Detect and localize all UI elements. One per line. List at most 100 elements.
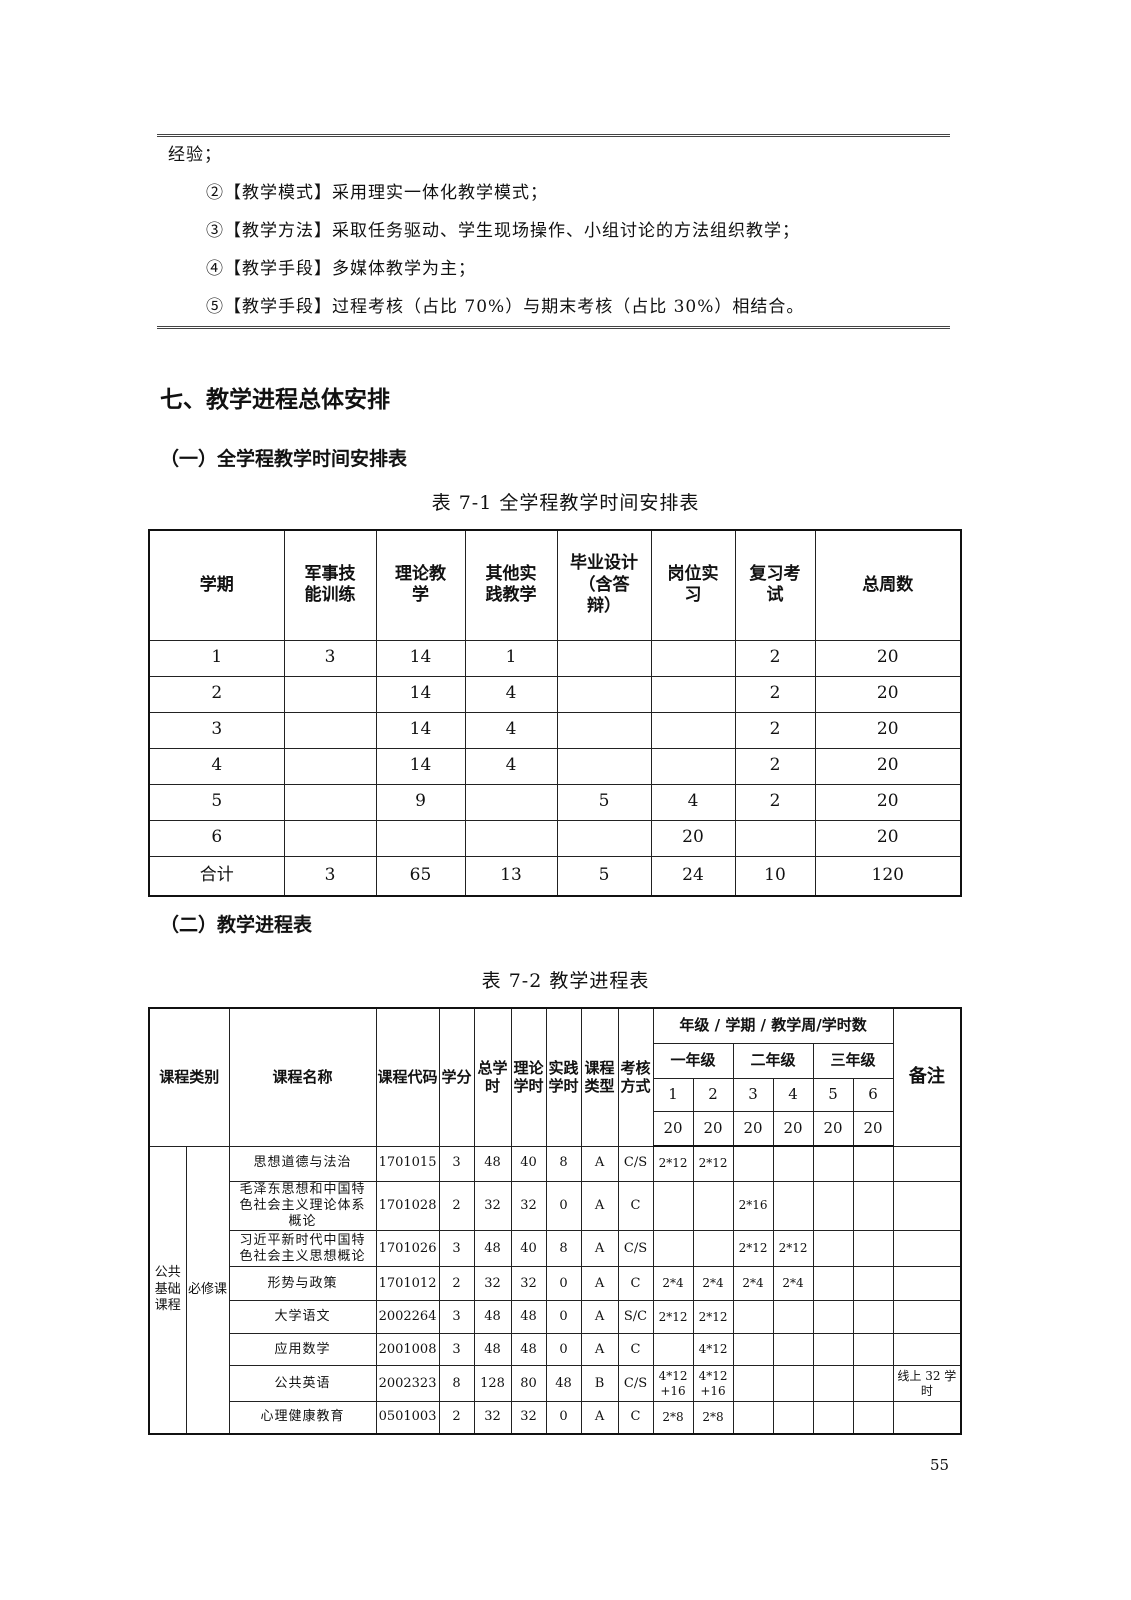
table-cell: C: [617, 1180, 654, 1232]
table-cell: [812, 1266, 854, 1302]
table-cell: 4*12 +16: [652, 1365, 694, 1403]
table-cell: 5: [556, 783, 652, 821]
table-cell: 32: [510, 1401, 547, 1435]
table-cell: [852, 1365, 894, 1403]
header-weeks: 20: [732, 1110, 774, 1147]
table-cell: 13: [464, 855, 558, 897]
table-cell: 2*12: [732, 1230, 774, 1268]
table-row: 习近平新时代中国特色社会主义思想概论 1701026 3 48 40 8 A C/S 2*12 2…: [149, 1230, 962, 1268]
course-name-cell: 应用数学: [228, 1333, 377, 1367]
header-practice-hours: 实践学时: [545, 1007, 582, 1147]
text-line: ④【教学手段】多媒体教学为主；: [206, 259, 476, 279]
table-cell: [772, 1180, 814, 1232]
course-name-cell: 思想道德与法治: [228, 1145, 377, 1182]
column-header: 总周数: [814, 529, 962, 641]
table-cell: [852, 1230, 894, 1268]
table-cell: 0501003: [375, 1401, 440, 1435]
table-row: 毛泽东思想和中国特色社会主义理论体系概论 1701028 2 32 32 0 A C 2*16: [149, 1180, 962, 1232]
column-header: 其他实践教学: [464, 529, 558, 641]
table-cell: [650, 675, 736, 713]
header-term: 4: [772, 1077, 814, 1112]
table-cell: [650, 639, 736, 677]
table-cell: [464, 783, 558, 821]
header-term: 6: [852, 1077, 894, 1112]
header-weeks: 20: [772, 1110, 814, 1147]
table-cell: 65: [375, 855, 466, 897]
course-name-cell: 形势与政策: [228, 1266, 377, 1302]
column-header: 毕业设计（含答辩）: [556, 529, 652, 641]
table-cell: 1: [464, 639, 558, 677]
table-cell: [375, 819, 466, 857]
table-cell: 2: [734, 675, 816, 713]
table-cell: 1701015: [375, 1145, 440, 1182]
table-cell: 48: [545, 1365, 582, 1403]
table-cell: 14: [375, 747, 466, 785]
table-cell: [892, 1145, 962, 1182]
header-term: 1: [652, 1077, 694, 1112]
table-cell: 2*12: [692, 1145, 734, 1182]
table-cell: [892, 1180, 962, 1232]
table-cell: 0: [545, 1180, 582, 1232]
table-cell: 32: [473, 1266, 512, 1302]
table-cell: [892, 1230, 962, 1268]
table-cell: 40: [510, 1145, 547, 1182]
table-cell: [892, 1266, 962, 1302]
table-cell: 48: [473, 1230, 512, 1268]
table-cell: 128: [473, 1365, 512, 1403]
table-cell: C/S: [617, 1365, 654, 1403]
table-cell: 2: [734, 747, 816, 785]
schedule-table: 学期 军事技能训练 理论教学 其他实践教学 毕业设计（含答辩） 岗位实习 复习考试 总周数 1 3…: [148, 529, 962, 897]
table-row: 公共英语 2002323 8 128 80 48 B C/S 4*12 +16 4*12 +16 线…: [149, 1365, 962, 1403]
table-cell: [812, 1365, 854, 1403]
table-cell: [812, 1145, 854, 1182]
table-cell: C: [617, 1401, 654, 1435]
table-cell: 8: [545, 1230, 582, 1268]
table-cell: 10: [734, 855, 816, 897]
table-cell: A: [580, 1230, 619, 1268]
section-title: 七、教学进程总体安排: [160, 387, 390, 413]
table-cell: 48: [473, 1300, 512, 1335]
table-cell: 2*12: [692, 1300, 734, 1335]
table-cell: [692, 1180, 734, 1232]
table-row: 公共基础课程 必修课 思想道德与法治 1701015 3 48 40 8 A C/S 2*12 2*1…: [148, 1145, 962, 1435]
header-weeks: 20: [852, 1110, 894, 1147]
table-cell: 线上 32 学时: [892, 1365, 962, 1403]
subsection-title: （二）教学进程表: [160, 914, 313, 936]
course-name-cell: 大学语文: [228, 1300, 377, 1335]
table-cell: 8: [438, 1365, 475, 1403]
table-cell: 0: [545, 1401, 582, 1435]
table-cell: 2: [734, 639, 816, 677]
header-weeks: 20: [692, 1110, 734, 1147]
header-term: 3: [732, 1077, 774, 1112]
table-cell: 48: [510, 1300, 547, 1335]
table-cell: 3: [148, 711, 285, 749]
table-row: 心理健康教育 0501003 2 32 32 0 A C 2*8 2*8: [149, 1401, 962, 1435]
text-line: ③【教学方法】采取任务驱动、学生现场操作、小组讨论的方法组织教学；: [206, 221, 800, 241]
table-cell: 20: [814, 783, 962, 821]
table-cell: [692, 1230, 734, 1268]
table-cell: 2*12: [772, 1230, 814, 1268]
table-cell: 2002323: [375, 1365, 440, 1403]
table-cell: 48: [473, 1145, 512, 1182]
table-cell: [556, 675, 652, 713]
table-cell: 4: [464, 675, 558, 713]
table-cell: 2*16: [732, 1180, 774, 1232]
table-cell: [812, 1401, 854, 1435]
table-cell: 14: [375, 711, 466, 749]
table-cell: [650, 711, 736, 749]
table-cell: 20: [650, 819, 736, 857]
table-cell: 1: [148, 639, 285, 677]
column-header: 学期: [148, 529, 285, 641]
bottom-rule: [157, 326, 950, 329]
table-cell: [772, 1401, 814, 1435]
table-cell: C/S: [617, 1230, 654, 1268]
table-cell: [852, 1180, 894, 1232]
table-cell: [892, 1333, 962, 1367]
header-weeks: 20: [652, 1110, 694, 1147]
header-course-type: 课程类型: [580, 1007, 619, 1147]
header-year-2: 二年级: [732, 1042, 814, 1079]
course-name-cell: 毛泽东思想和中国特色社会主义理论体系概论: [228, 1180, 377, 1232]
table-cell: [556, 639, 652, 677]
table-cell: 2*4: [772, 1266, 814, 1302]
